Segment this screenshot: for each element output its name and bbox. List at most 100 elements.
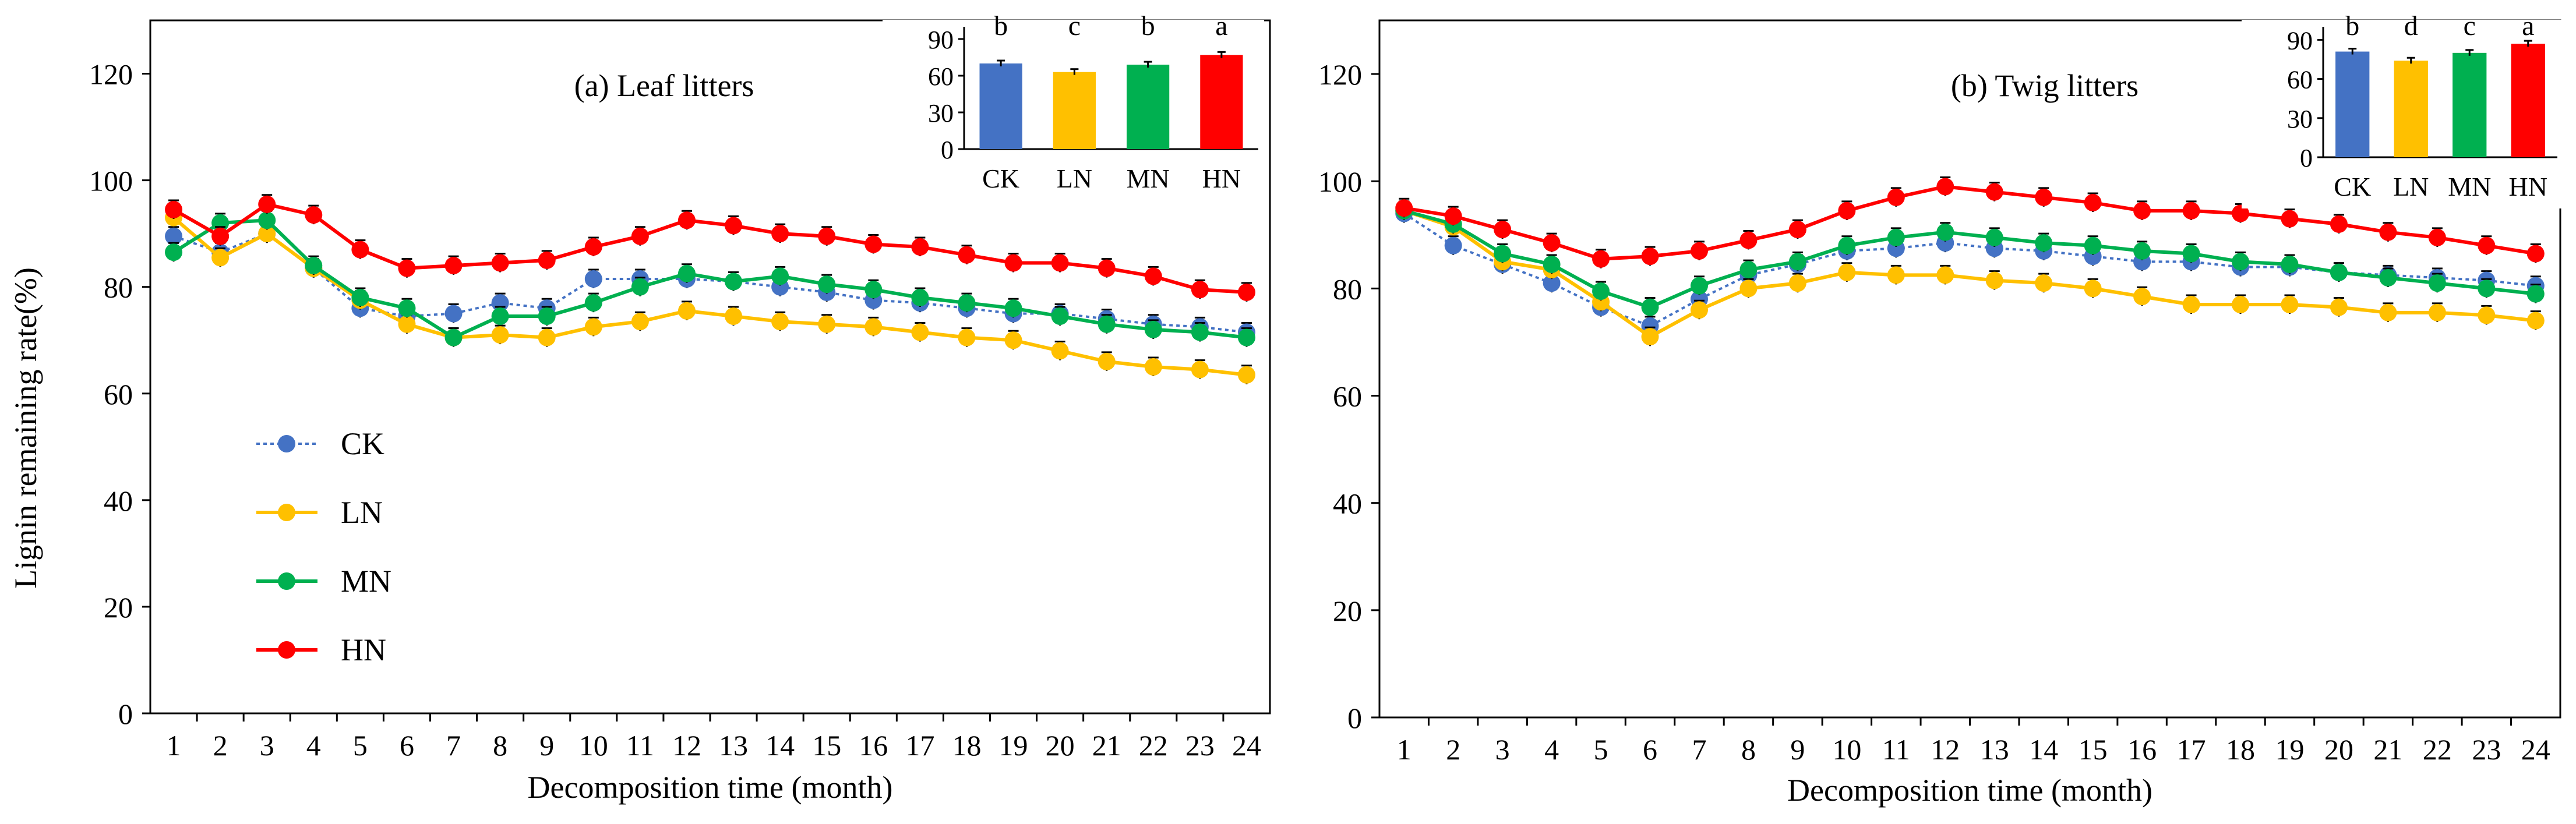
y-tick-label: 100: [89, 165, 133, 197]
point-mn: [584, 294, 602, 312]
y-tick-label: 100: [1318, 165, 1362, 198]
x-tick-label: 15: [812, 729, 841, 762]
point-mn: [818, 275, 836, 293]
point-ln: [2084, 280, 2102, 298]
point-hn: [2281, 210, 2299, 228]
point-mn: [1051, 307, 1069, 326]
point-ln: [677, 302, 696, 320]
point-hn: [1395, 199, 1413, 217]
inset-y-tick-label: 90: [2287, 26, 2313, 55]
x-tick-label: 13: [1980, 733, 2009, 766]
point-mn: [1887, 228, 1905, 246]
point-mn: [444, 328, 463, 346]
point-mn: [491, 307, 509, 326]
point-hn: [1641, 247, 1659, 266]
panel-title: (b) Twig litters: [1951, 68, 2139, 103]
y-tick-label: 80: [104, 271, 133, 304]
x-tick-label: 11: [1882, 733, 1910, 766]
y-tick-label: 0: [1347, 702, 1362, 734]
x-tick-label: 18: [2226, 733, 2255, 766]
point-ln: [538, 328, 556, 346]
x-tick-label: 22: [1139, 729, 1168, 762]
point-mn: [1543, 255, 1561, 273]
point-ln: [2133, 288, 2151, 306]
point-ln: [1690, 301, 1708, 319]
x-tick-label: 21: [2373, 733, 2402, 766]
inset-significance-letter: b: [1141, 10, 1155, 41]
point-hn: [631, 227, 649, 245]
point-ln: [2379, 303, 2397, 321]
inset-y-tick-label: 0: [941, 136, 954, 164]
point-hn: [1887, 188, 1905, 206]
legend-label: LN: [341, 495, 383, 530]
point-hn: [538, 251, 556, 269]
inset-category-label: CK: [2334, 172, 2371, 201]
point-ln: [2281, 296, 2299, 314]
point-hn: [677, 211, 696, 229]
inset-bar-hn: [2511, 44, 2545, 158]
point-hn: [958, 246, 976, 264]
point-ln: [2478, 306, 2496, 324]
point-hn: [864, 235, 883, 253]
point-ck: [165, 227, 183, 245]
legend: CK LN MN HN: [256, 426, 391, 667]
point-hn: [725, 217, 743, 235]
point-mn: [2133, 242, 2151, 260]
point-ln: [2330, 298, 2348, 316]
point-ln: [631, 313, 649, 331]
point-ln: [911, 323, 929, 341]
point-mn: [725, 273, 743, 291]
point-hn: [1051, 254, 1069, 272]
point-hn: [771, 225, 789, 243]
point-hn: [165, 200, 183, 218]
y-tick-label: 120: [1318, 58, 1362, 91]
x-tick-label: 19: [2275, 733, 2304, 766]
inset-significance-letter: b: [994, 10, 1008, 41]
x-tick-label: 19: [999, 729, 1028, 762]
x-tick-label: 6: [1643, 733, 1657, 766]
inset-significance-letter: b: [2345, 10, 2359, 41]
inset-bar-ln: [2394, 61, 2428, 158]
point-mn: [538, 307, 556, 326]
legend-label: CK: [341, 426, 384, 461]
point-hn: [2478, 236, 2496, 254]
panel-title: (a) Leaf litters: [574, 68, 754, 103]
point-ln: [1641, 328, 1659, 346]
x-tick-label: 24: [2521, 733, 2550, 766]
point-ln: [1887, 266, 1905, 284]
y-tick-label: 120: [89, 58, 133, 91]
point-mn: [1098, 315, 1116, 333]
point-hn: [1494, 221, 1512, 239]
x-tick-label: 18: [952, 729, 981, 762]
x-tick-label: 9: [1790, 733, 1805, 766]
x-tick-label: 10: [1832, 733, 1861, 766]
point-ln: [258, 225, 276, 243]
point-hn: [2035, 188, 2053, 206]
x-tick-label: 2: [1446, 733, 1460, 766]
inset-category-label: LN: [2393, 172, 2429, 201]
x-tick-label: 12: [1931, 733, 1960, 766]
point-ln: [1051, 342, 1069, 360]
point-mn: [1739, 261, 1758, 279]
x-tick-label: 14: [2029, 733, 2058, 766]
point-hn: [1690, 242, 1708, 260]
y-tick-label: 0: [118, 698, 133, 730]
point-ln: [818, 315, 836, 333]
x-tick-label: 12: [672, 729, 701, 762]
point-mn: [1191, 323, 1209, 341]
point-mn: [351, 289, 369, 306]
point-hn: [818, 227, 836, 245]
point-mn: [1004, 299, 1022, 317]
x-tick-label: 4: [1544, 733, 1559, 766]
point-hn: [2133, 201, 2151, 220]
inset-significance-letter: c: [1068, 10, 1081, 41]
point-mn: [911, 289, 929, 306]
point-mn: [1936, 223, 1954, 241]
inset-bar-ck: [979, 63, 1022, 149]
x-tick-label: 8: [1741, 733, 1756, 766]
point-ln: [1936, 266, 1954, 284]
inset-bar-chart: 0 30 60 90 b CK c LN b MN a HN: [883, 10, 1264, 200]
point-hn: [1144, 267, 1162, 285]
legend-marker-ln: [278, 504, 295, 521]
point-mn: [2428, 274, 2446, 292]
